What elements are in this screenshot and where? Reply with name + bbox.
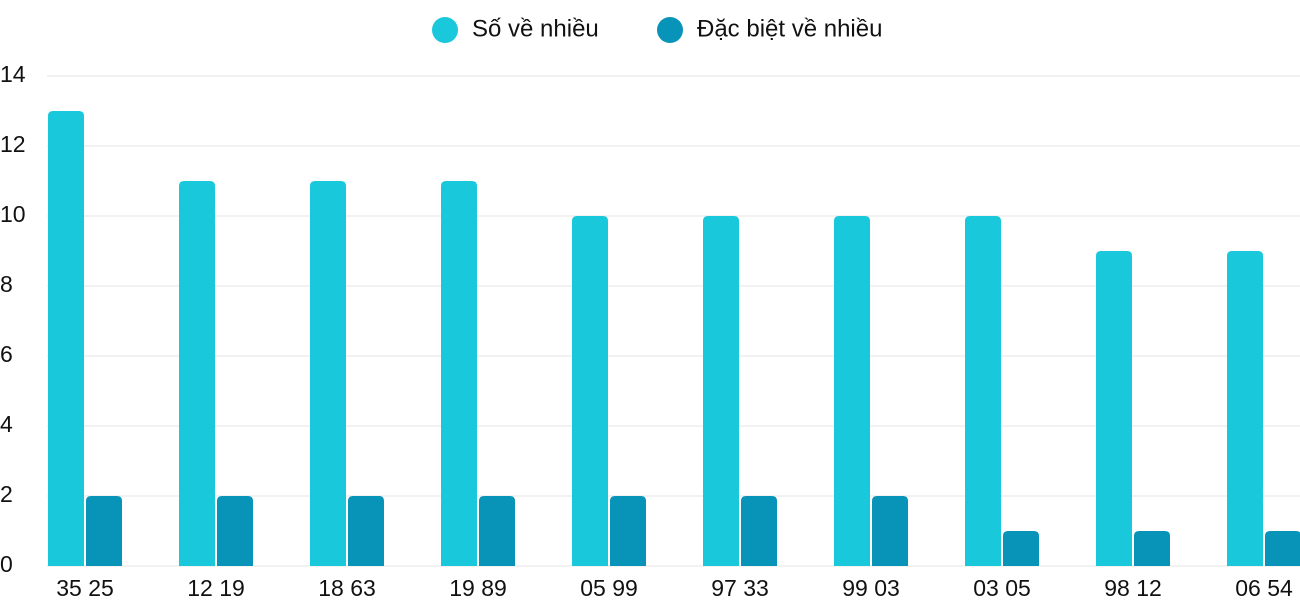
- bar: [1265, 531, 1300, 566]
- bar: [1003, 531, 1039, 566]
- bar: [703, 216, 739, 566]
- bar: [741, 496, 777, 566]
- bar: [610, 496, 646, 566]
- x-tick-label: 18 63: [318, 575, 376, 600]
- y-tick-label: 12: [0, 131, 26, 157]
- x-tick-label: 12 19: [187, 575, 245, 600]
- legend-marker: [657, 17, 683, 43]
- y-tick-label: 2: [0, 481, 13, 507]
- x-tick-label: 99 03: [842, 575, 900, 600]
- bar: [965, 216, 1001, 566]
- bar: [872, 496, 908, 566]
- bar: [310, 181, 346, 566]
- x-tick-label: 98 12: [1104, 575, 1162, 600]
- bar: [834, 216, 870, 566]
- bar: [179, 181, 215, 566]
- y-tick-label: 8: [0, 271, 13, 297]
- x-tick-label: 03 05: [973, 575, 1031, 600]
- legend-marker: [432, 17, 458, 43]
- x-tick-label: 05 99: [580, 575, 638, 600]
- bar: [479, 496, 515, 566]
- y-tick-label: 6: [0, 341, 13, 367]
- x-tick-label: 97 33: [711, 575, 769, 600]
- bar: [1096, 251, 1132, 566]
- bar: [217, 496, 253, 566]
- bar: [348, 496, 384, 566]
- x-tick-label: 35 25: [56, 575, 114, 600]
- y-tick-label: 0: [0, 551, 13, 577]
- bar: [572, 216, 608, 566]
- bar: [86, 496, 122, 566]
- bar: [441, 181, 477, 566]
- bar: [1227, 251, 1263, 566]
- y-tick-label: 14: [0, 61, 26, 87]
- x-tick-label: 19 89: [449, 575, 507, 600]
- bar: [48, 111, 84, 566]
- y-tick-label: 4: [0, 411, 13, 437]
- bar: [1134, 531, 1170, 566]
- legend-label: Đặc biệt về nhiều: [697, 15, 882, 42]
- x-tick-label: 06 54: [1235, 575, 1293, 600]
- legend-label: Số về nhiều: [472, 15, 599, 42]
- y-tick-label: 10: [0, 201, 26, 227]
